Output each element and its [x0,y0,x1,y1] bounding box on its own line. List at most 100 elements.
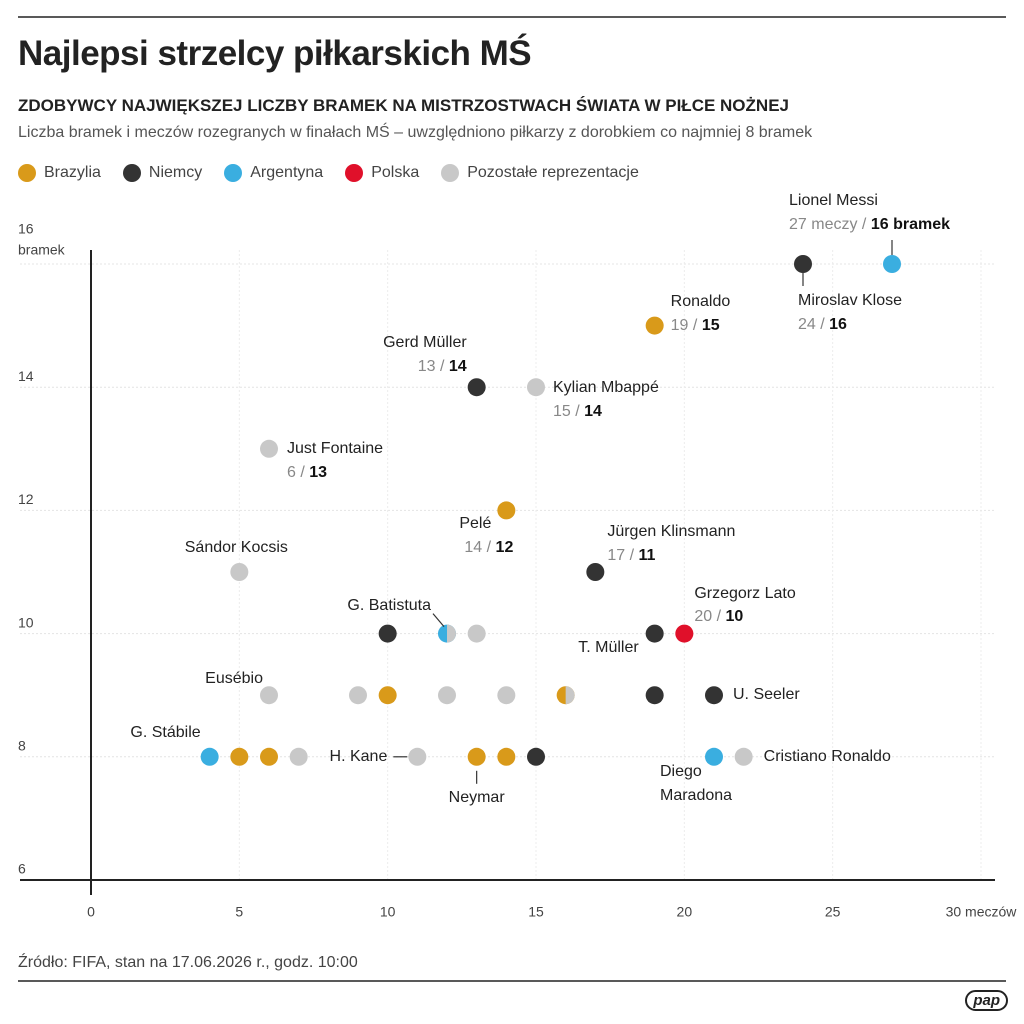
point [675,624,694,643]
x-tick-label: 25 [825,904,841,920]
point [527,747,545,766]
point [497,747,516,766]
matches-label: 20 [694,607,713,625]
goals-label: 10 [725,607,744,625]
point [586,563,605,581]
point [705,686,723,705]
source: Źródło: FIFA, stan na 17.06.2026 r., god… [18,954,358,971]
separator: / [692,316,698,334]
matches-label: 19 [670,316,689,334]
legend-label: Argentyna [250,164,324,181]
point-stats: 19 / 15 [671,317,720,335]
point [497,501,516,520]
legend-item: Argentyna [224,164,323,182]
matches-label: 24 [798,316,816,333]
point [645,686,664,705]
point [378,624,397,643]
legend-swatch [224,164,243,182]
goals-label: 14 [584,403,602,421]
point [794,255,812,273]
point-label: Ronaldo [670,292,731,310]
point-label: Cristiano Ronaldo [763,747,891,765]
point [260,747,278,766]
point [565,686,575,705]
point [645,624,664,643]
legend-item: Pozostałe reprezentacje [441,164,639,182]
point [645,316,664,335]
point-stats: 24 / 16 [798,316,847,334]
matches-label: 6 [287,463,296,481]
separator: / [629,547,635,564]
goals-label: 13 [309,463,328,481]
point-label: Just Fontaine [287,439,384,457]
goals-label: 14 [448,358,467,376]
point-label: Jürgen Klinsmann [607,523,736,540]
legend-label: Brazylia [44,164,101,181]
point-stats: 6 / 13 [287,464,327,482]
point [289,747,308,766]
legend-item: Niemcy [122,164,203,182]
chart-subtitle: ZDOBYWCY NAJWIĘKSZEJ LICZBY BRAMEK NA MI… [18,96,789,115]
separator: / [820,316,825,333]
x-tick-label: 20 [677,904,693,920]
point-stats: 14 / 12 [464,539,513,557]
point [705,747,723,766]
point-label: Grzegorz Lato [694,584,796,602]
point-label: G. Batistuta [347,596,431,614]
point [438,686,456,705]
point [447,624,456,643]
legend-label: Niemcy [148,164,203,181]
x-tick-label: 30 meczów [946,904,1018,920]
y-unit: bramek [18,242,66,258]
legend-swatch [345,164,364,182]
point-label: Pelé [459,515,492,533]
separator: / [861,216,867,233]
point [260,439,278,458]
point-label: Gerd Müller [383,334,467,352]
x-tick-label: 15 [528,904,544,920]
point [467,378,486,397]
legend-label: Pozostałe reprezentacje [467,164,639,181]
logo: pap [965,990,1008,1011]
point [497,686,516,705]
point-stats: 15 / 14 [553,403,602,421]
point [527,378,545,397]
point [200,747,219,766]
point-label: Lionel Messi [789,192,878,209]
point [467,624,486,643]
point-stats: 17 / 11 [607,547,655,565]
separator: / [486,539,492,557]
chart-description: Liczba bramek i meczów rozegranych w fin… [18,124,813,141]
legend: Brazylia Niemcy Argentyna Polska Pozostałe r… [18,164,639,182]
point [883,255,901,273]
legend-swatch [441,164,460,182]
matches-label: 14 [464,539,483,557]
matches-label: 17 [607,547,626,564]
point [408,747,427,766]
goals-label: 15 [701,316,720,334]
point-label: Eusébio [205,670,263,688]
x-tick-label: 10 [380,904,396,920]
legend-item: Brazylia [18,164,101,182]
point-label: Neymar [448,788,505,806]
point-label: T. Müller [578,638,639,656]
legend-item: Polska [345,164,419,182]
goals-label: 16 [829,316,847,333]
point-label: Miroslav Klose [798,292,903,309]
point [378,686,397,705]
chart-title: Najlepsi strzelcy piłkarskich MŚ [18,34,532,73]
separator: / [300,463,305,481]
legend-swatch [18,164,36,182]
point [230,747,249,766]
matches-label: 13 [417,358,436,376]
goals-label: 11 [638,547,656,564]
point-label: Kylian Mbappé [553,379,659,397]
point [467,747,486,766]
point [260,686,278,705]
x-tick-label: 0 [87,904,95,920]
point-stats: 27 meczy / 16 bramek [789,216,950,234]
point-label: U. Seeler [733,686,800,704]
point-stats: 13 / 14 [418,358,467,376]
y-tick-label: 10 [18,614,34,630]
